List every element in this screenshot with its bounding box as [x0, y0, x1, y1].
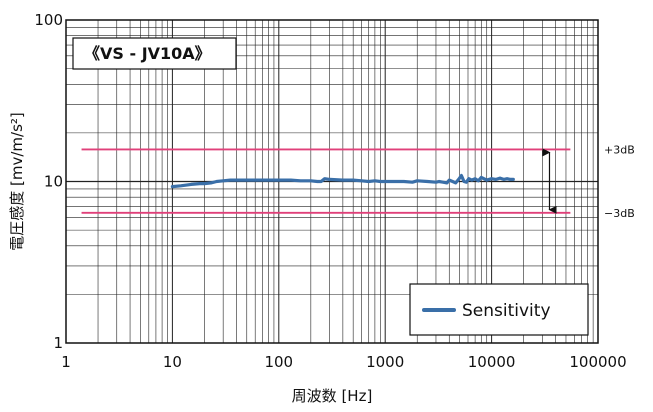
- x-tick-label: 1: [61, 353, 71, 371]
- y-tick-label: 10: [44, 173, 63, 191]
- reference-label: +3dB: [604, 143, 635, 156]
- tick-labels: 1 10 100 1000 10000 100000 1 10 100: [34, 11, 626, 371]
- y-tick-label: 100: [34, 11, 63, 29]
- x-tick-label: 100: [264, 353, 293, 371]
- model-label-box: 《VS - JV10A》: [72, 37, 237, 70]
- x-tick-label: 100000: [569, 353, 626, 371]
- reference-label: −3dB: [604, 207, 635, 220]
- y-tick-label: 1: [53, 334, 63, 352]
- legend: Sensitivity: [409, 283, 589, 336]
- legend-label-sensitivity: Sensitivity: [462, 301, 551, 321]
- x-tick-label: 10: [163, 353, 182, 371]
- x-axis-title: 周波数 [Hz]: [292, 387, 373, 405]
- reference-lines: +3dB −3dB: [81, 143, 635, 220]
- model-label: 《VS - JV10A》: [84, 44, 211, 63]
- x-tick-label: 10000: [468, 353, 516, 371]
- plot-frame: [65, 19, 599, 344]
- model-label-frame: [72, 37, 237, 70]
- series-line-sensitivity: [170, 173, 515, 189]
- series-lines: [170, 173, 515, 189]
- y-axis-title: 電圧感度 [mv/m/s²]: [8, 112, 26, 251]
- x-tick-label: 1000: [366, 353, 404, 371]
